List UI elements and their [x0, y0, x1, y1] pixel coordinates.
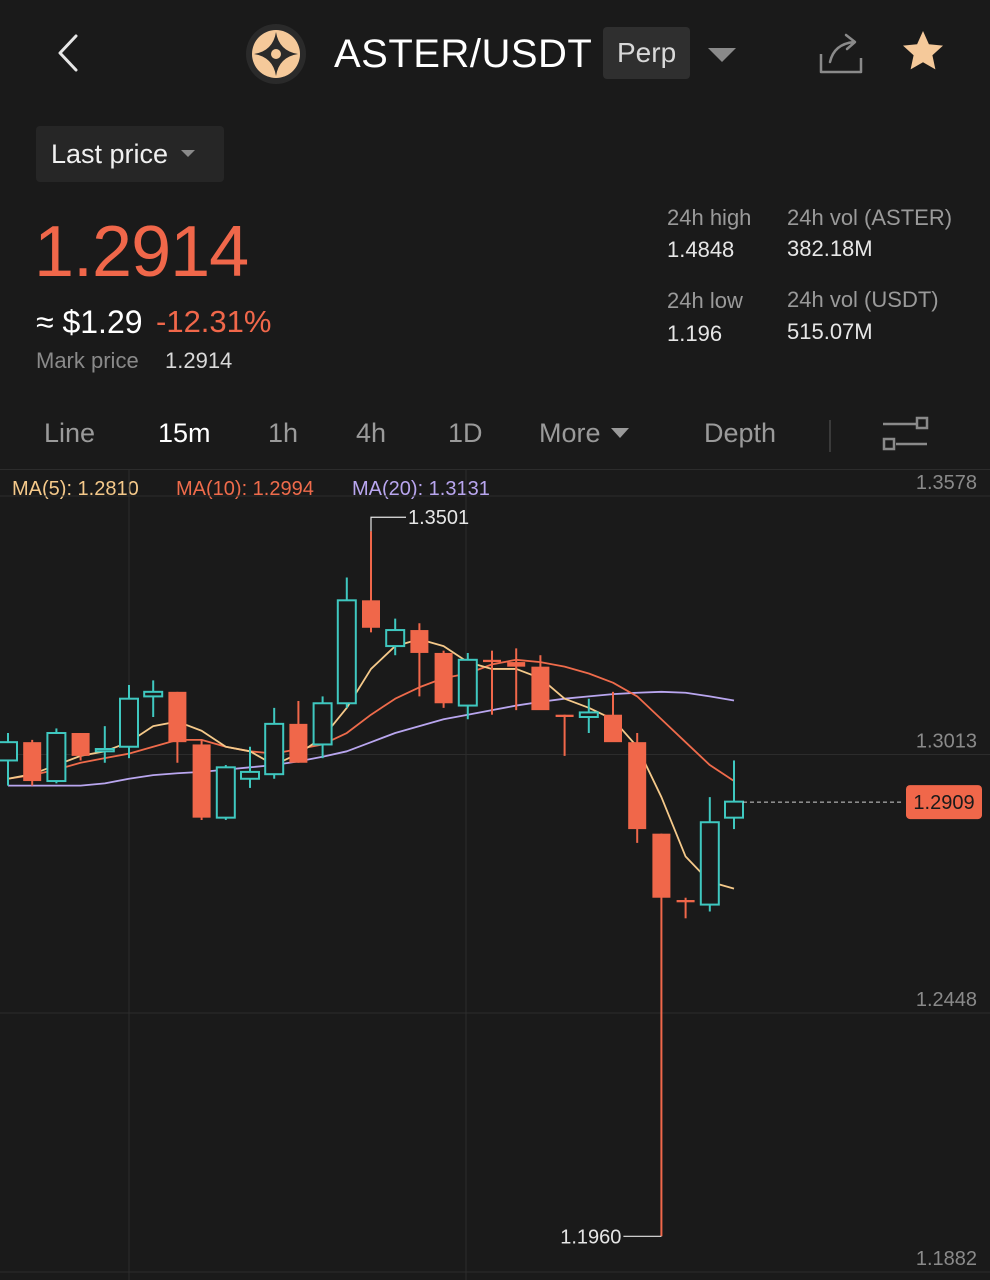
high-24h-value: 1.4848 [667, 237, 735, 262]
tab-line[interactable]: Line [44, 418, 96, 448]
candle-body [724, 800, 744, 819]
usd-price: ≈ $1.29 [36, 304, 143, 340]
price-change-percent: -12.31% [156, 304, 272, 339]
current-price-label: 1.2909 [913, 792, 974, 814]
pair-title[interactable]: ASTER/USDT [334, 32, 593, 76]
low-24h-value: 1.196 [667, 321, 723, 346]
current-price-badge [906, 785, 982, 820]
candle-body [410, 630, 429, 653]
price-type-label: Last price [51, 138, 169, 169]
chevron-left-icon [58, 34, 78, 72]
vol-quote-24h-label: 24h vol (USDT) [787, 287, 939, 312]
tab-1d[interactable]: 1D [448, 418, 483, 448]
caret-down-icon [610, 428, 629, 438]
ma10-legend: MA(10): 1.2994 [176, 478, 314, 500]
candle-body [676, 900, 695, 903]
perp-badge: Perp [603, 27, 691, 79]
candle-body [46, 732, 67, 783]
header: ASTER/USDT Perp [0, 0, 990, 110]
candle-body [483, 659, 501, 663]
tab-4h[interactable]: 4h [356, 418, 387, 448]
last-price: 1.2914 [34, 212, 249, 292]
tab-more-label: More [539, 418, 601, 448]
vol-quote-24h-value: 515.07M [787, 319, 873, 344]
max-price-label: 1.3501 [408, 507, 469, 529]
candle-body [652, 833, 671, 898]
caret-down-icon [708, 48, 736, 62]
mark-price-value: 1.2914 [165, 348, 233, 373]
pair-dropdown-button[interactable] [704, 40, 740, 68]
tab-depth[interactable]: Depth [704, 418, 777, 448]
candle-body [264, 722, 285, 776]
chart-settings-button[interactable] [880, 416, 930, 452]
candle-body [434, 652, 453, 704]
tab-separator [829, 420, 831, 452]
tab-1h[interactable]: 1h [268, 418, 299, 448]
back-button[interactable] [50, 30, 90, 76]
mark-price-label: Mark price [36, 348, 139, 373]
candle-body [0, 741, 18, 762]
tab-more[interactable]: More [539, 416, 631, 450]
star-icon [903, 31, 943, 70]
price-type-dropdown[interactable]: Last price [36, 126, 224, 182]
low-24h-label: 24h low [667, 288, 743, 313]
ma20-line [8, 690, 735, 787]
share-icon [819, 33, 863, 74]
interval-tabs: Line 15m 1h 4h 1D More Depth [0, 404, 990, 462]
aster-logo-icon [252, 30, 300, 78]
ma5-line [7, 638, 735, 890]
max-price-leader [370, 516, 406, 532]
candle-body [94, 748, 115, 753]
candle-body [336, 599, 357, 705]
candle-body [240, 770, 260, 780]
candle-body [71, 733, 90, 756]
y-tick-label: 1.3578 [916, 472, 977, 494]
aster-logo [246, 24, 306, 84]
candle-body [604, 714, 622, 743]
candle-body [192, 744, 211, 818]
candle-body [23, 742, 42, 782]
candle-body [628, 742, 647, 830]
candlestick-chart[interactable]: 1.3578 1.3013 1.2448 1.1882 1.3501 1.1960 1.29… [0, 470, 990, 1280]
candle-body [362, 600, 380, 628]
candle-body [289, 723, 308, 763]
candle-body [531, 666, 550, 711]
candle-body [578, 711, 599, 718]
y-tick-label: 1.3013 [916, 731, 977, 753]
ma20-legend: MA(20): 1.3131 [352, 478, 490, 500]
candle-body [168, 691, 187, 743]
candle-body [119, 697, 139, 748]
ma5-legend: MA(5): 1.2810 [12, 478, 139, 500]
vol-base-24h-label: 24h vol (ASTER) [787, 205, 953, 230]
candle-body [385, 629, 406, 648]
favorite-button[interactable] [900, 28, 946, 74]
min-price-label: 1.1960 [560, 1226, 621, 1248]
candle-body [507, 662, 526, 667]
candle-body [312, 702, 333, 746]
tab-15m[interactable]: 15m [158, 418, 211, 448]
high-24h-label: 24h high [667, 205, 752, 230]
vol-base-24h-value: 382.18M [787, 236, 873, 261]
y-tick-label: 1.1882 [916, 1248, 977, 1270]
caret-down-icon [181, 150, 196, 157]
ma10-line [7, 658, 735, 782]
sliders-icon [882, 416, 929, 451]
tabs-divider [0, 469, 990, 470]
candle-body [215, 766, 236, 819]
candle-body [457, 658, 478, 707]
candle-body [555, 714, 574, 717]
y-tick-label: 1.2448 [916, 989, 977, 1011]
candle-body [699, 821, 720, 906]
candle-body [143, 690, 164, 698]
share-button[interactable] [816, 28, 866, 78]
